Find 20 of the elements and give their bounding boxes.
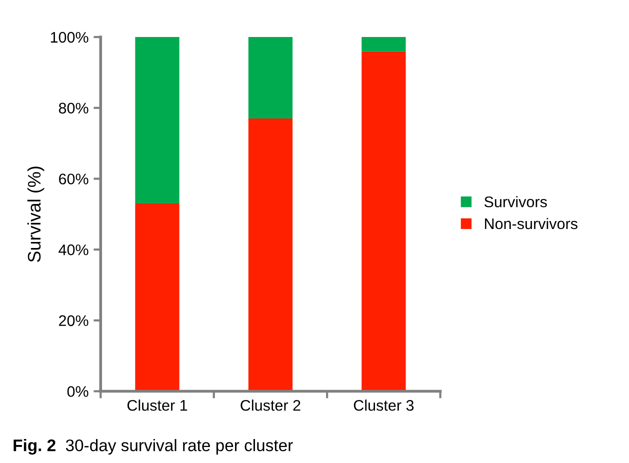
bar [362, 37, 406, 52]
bar [362, 51, 406, 392]
bar [248, 37, 293, 119]
bar [248, 118, 293, 392]
bar [135, 37, 180, 204]
legend-label: Non-survivors [485, 218, 578, 230]
y-tick-label: 100% [50, 32, 88, 43]
caption: Fig. 2 [14, 438, 56, 455]
y-tick-label: 80% [58, 102, 88, 114]
x-tick-label: Cluster 3 [354, 400, 414, 411]
y-tick-label: 40% [58, 244, 88, 256]
x-tick-label: Cluster 1 [127, 400, 188, 411]
legend-label: Survivors [484, 196, 547, 208]
bar [135, 204, 180, 392]
y-tick-label: 0% [67, 386, 88, 397]
y-tick-label: 60% [59, 174, 88, 184]
x-tick-label: Cluster 2 [240, 400, 300, 411]
y-axis-title: Survival (%) [27, 166, 44, 262]
y-tick-label: 20% [59, 315, 88, 326]
text: 30-day survival rate per cluster [66, 439, 293, 455]
